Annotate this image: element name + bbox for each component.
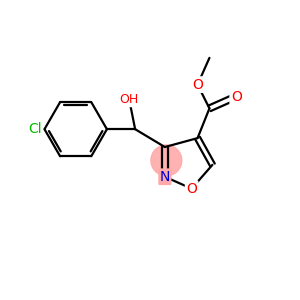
- Text: O: O: [231, 89, 242, 103]
- Text: N: N: [160, 170, 170, 184]
- Text: O: O: [186, 182, 197, 196]
- Text: OH: OH: [120, 93, 139, 106]
- Text: Cl: Cl: [28, 122, 42, 136]
- Circle shape: [151, 145, 182, 176]
- Text: O: O: [192, 78, 203, 92]
